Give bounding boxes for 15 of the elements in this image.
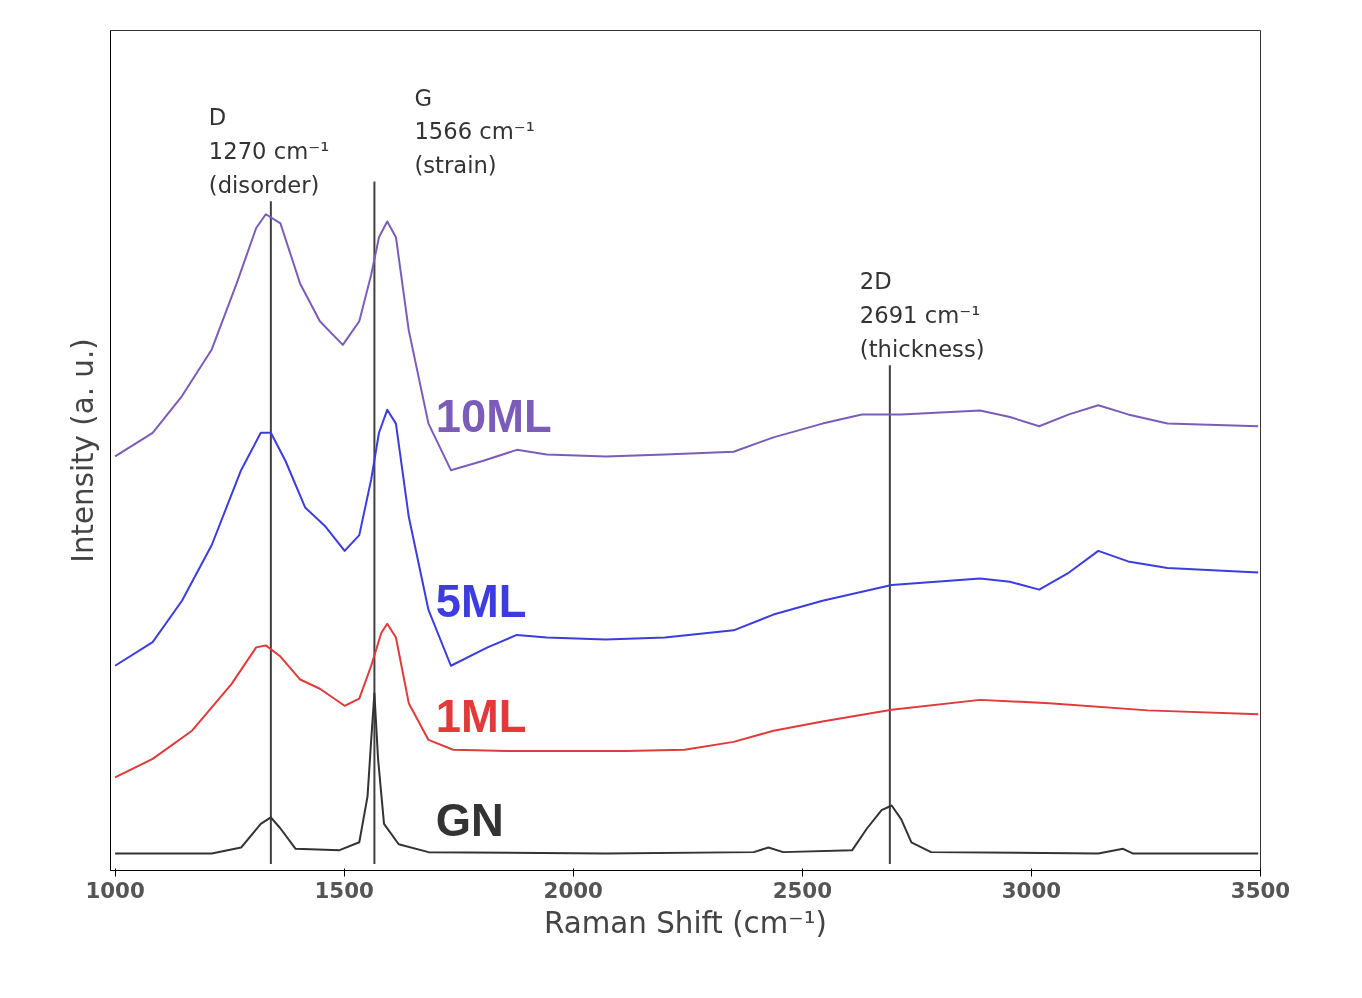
ref-line-label: G 1566 cm⁻¹ (strain) — [414, 84, 535, 179]
x-tick-label: 3000 — [1001, 877, 1062, 903]
series-label: 5ML — [435, 576, 527, 628]
series-label: 1ML — [435, 690, 527, 742]
x-tick-label: 3500 — [1230, 877, 1291, 903]
x-tick-label: 1000 — [85, 877, 145, 903]
ref-line-label: 2D 2691 cm⁻¹ (thickness) — [859, 268, 985, 362]
x-tick-label: 1500 — [314, 877, 374, 903]
x-axis-title: Raman Shift (cm⁻¹) — [544, 905, 827, 940]
x-tick-label: 2000 — [543, 877, 603, 903]
x-tick-label: 2500 — [772, 877, 833, 903]
series-label: 10ML — [435, 390, 552, 442]
y-axis-title: Intensity (a. u.) — [65, 338, 100, 563]
ref-line-label: D 1270 cm⁻¹ (disorder) — [208, 104, 330, 198]
series-label: GN — [435, 794, 504, 846]
